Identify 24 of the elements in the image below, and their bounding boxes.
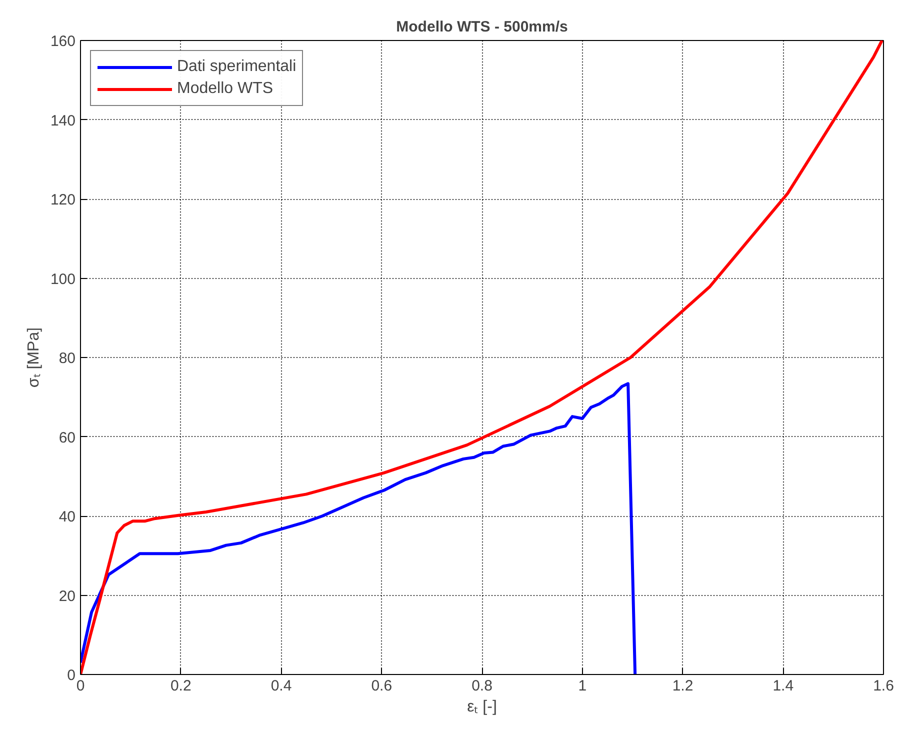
line-series (80, 40, 884, 674)
y-axis-title: σₜ [MPa] (25, 327, 42, 388)
chart-title: Modello WTS - 500mm/s (396, 18, 568, 36)
x-tick-label: 1.2 (672, 678, 694, 694)
y-tick-label: 60 (58, 429, 76, 446)
y-tick-label: 80 (58, 350, 76, 367)
legend-label: Modello WTS (177, 80, 274, 98)
x-tick-label: 0.2 (170, 678, 192, 694)
x-tick-label: 1 (578, 678, 587, 694)
y-tick-label: 100 (50, 270, 76, 288)
x-tick-label: 1.6 (873, 678, 894, 694)
x-tick-label: 1.4 (772, 678, 794, 694)
line-series (80, 382, 637, 674)
legend-label: Dati sperimentali (177, 58, 296, 76)
x-tick-label: 0.8 (472, 678, 492, 694)
x-tick-label: 0.6 (371, 678, 392, 694)
y-tick-label: 40 (58, 508, 76, 526)
y-tick-label: 120 (50, 192, 76, 208)
y-tick-label: 0 (67, 667, 76, 684)
y-tick-label: 20 (58, 588, 76, 605)
x-axis-title: εₜ [-] (467, 698, 497, 716)
y-tick-label: 160 (50, 33, 76, 50)
x-tick-label: 0.4 (270, 678, 292, 694)
y-tick-label: 140 (50, 112, 76, 130)
